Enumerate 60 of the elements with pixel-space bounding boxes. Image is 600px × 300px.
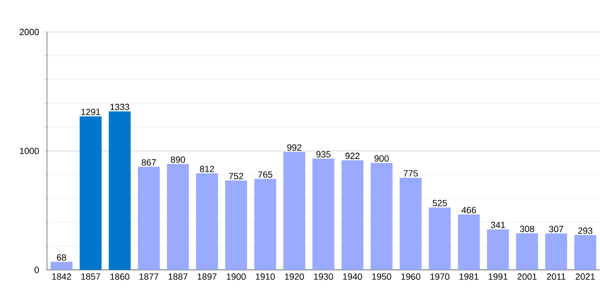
bar — [80, 116, 102, 270]
bar — [516, 233, 538, 270]
x-tick-label: 1842 — [52, 273, 72, 280]
data-label: 765 — [258, 171, 272, 178]
data-label: 293 — [578, 228, 592, 234]
x-tick-label: 1940 — [343, 273, 362, 280]
bar — [166, 164, 189, 270]
data-label: 775 — [404, 170, 418, 177]
bar — [225, 180, 248, 270]
data-label: 466 — [462, 206, 476, 214]
bar — [574, 235, 596, 270]
x-tick-label: 2011 — [546, 273, 566, 280]
bar — [283, 152, 306, 270]
x-tick-label: 1910 — [256, 273, 275, 280]
data-label: 341 — [490, 222, 505, 228]
data-label: 307 — [549, 226, 564, 232]
y-tick-label: 2000 — [20, 28, 39, 36]
bar — [342, 160, 364, 270]
data-label: 992 — [287, 144, 302, 151]
x-tick-label: 1857 — [81, 273, 100, 280]
data-label: 1291 — [81, 108, 100, 116]
bar — [138, 166, 160, 270]
bar — [196, 173, 218, 270]
bar — [400, 178, 422, 270]
x-tick-label: 1877 — [140, 273, 158, 280]
bar — [428, 207, 451, 270]
x-tick-label: 1887 — [168, 273, 188, 280]
x-tick-label: 1991 — [488, 273, 508, 280]
data-label: 1333 — [110, 104, 130, 110]
data-label: 900 — [374, 155, 389, 162]
data-label: 867 — [142, 159, 156, 166]
data-label: 525 — [432, 200, 447, 206]
data-label: 890 — [170, 156, 186, 163]
bar — [50, 262, 72, 270]
data-label: 752 — [229, 172, 244, 180]
bar — [254, 178, 276, 270]
data-label: 68 — [57, 254, 66, 261]
y-tick-label: 1000 — [20, 148, 39, 154]
x-tick-label: 1920 — [285, 273, 304, 280]
x-tick-label: 1981 — [460, 273, 478, 280]
x-tick-label: 1950 — [372, 273, 392, 280]
bar — [312, 158, 334, 270]
data-label: 308 — [520, 226, 534, 232]
x-tick-label: 1960 — [401, 273, 420, 280]
bar — [487, 229, 509, 270]
x-tick-label: 1900 — [226, 273, 246, 280]
bar — [545, 233, 568, 270]
data-label: 922 — [345, 152, 360, 160]
data-label: 935 — [316, 151, 330, 158]
x-tick-label: 1897 — [198, 273, 217, 280]
x-tick-label: 2021 — [576, 273, 595, 280]
x-tick-label: 1970 — [430, 273, 450, 280]
data-label: 812 — [200, 166, 214, 172]
bar — [458, 214, 480, 270]
bar — [370, 162, 393, 270]
y-tick-label: 0 — [34, 266, 39, 274]
bar — [108, 111, 131, 270]
x-tick-label: 1860 — [110, 273, 130, 280]
x-tick-label: 1930 — [314, 273, 334, 280]
x-tick-label: 2001 — [518, 273, 537, 280]
